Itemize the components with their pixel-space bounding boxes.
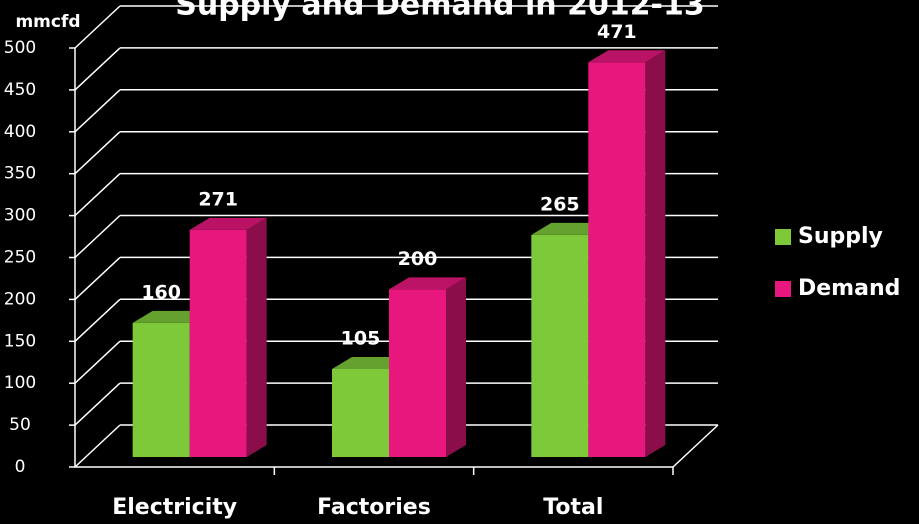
y-tick-label: 0 <box>15 457 26 477</box>
bar <box>189 229 247 457</box>
grid-line-wall <box>74 382 121 426</box>
value-label: 471 <box>597 21 637 43</box>
bar-top <box>588 50 666 63</box>
legend-label: Supply <box>798 224 883 249</box>
bar-side <box>645 50 666 457</box>
chart-title: Supply and Demand in 2012-13 <box>175 0 705 23</box>
value-label: 265 <box>540 193 580 215</box>
value-label: 160 <box>141 281 181 303</box>
floor-right <box>672 424 719 468</box>
value-label: 271 <box>198 188 238 210</box>
legend-label: Demand <box>798 276 900 301</box>
y-tick-label: 450 <box>4 80 36 100</box>
y-tick-label: 50 <box>9 415 31 435</box>
grid-line-wall <box>74 298 121 342</box>
y-axis-label: mmcfd <box>15 12 80 32</box>
x-tick-label: Factories <box>317 495 431 520</box>
y-tick-label: 300 <box>4 206 36 226</box>
bar-side <box>446 277 466 457</box>
grid-line-wall <box>74 173 121 217</box>
bar-top <box>389 277 466 290</box>
bar <box>332 369 389 457</box>
y-tick-label: 150 <box>4 331 36 351</box>
x-tick-label: Electricity <box>112 495 237 520</box>
legend-swatch <box>775 281 791 297</box>
bar <box>389 289 446 457</box>
y-tick-label: 200 <box>4 289 36 309</box>
grid-line-wall <box>74 89 121 133</box>
grid-line-wall <box>74 424 121 468</box>
x-tick-label: Total <box>543 495 603 520</box>
y-tick-label: 250 <box>4 248 36 268</box>
grid-line-wall <box>74 340 121 384</box>
grid-line-wall <box>74 5 121 49</box>
legend-swatch <box>775 229 791 245</box>
bar <box>588 62 646 457</box>
grid-line-wall <box>74 47 121 91</box>
y-tick-label: 350 <box>4 164 36 184</box>
grid-line-wall <box>74 214 121 259</box>
grid-line-wall <box>74 256 121 300</box>
y-tick-label: 400 <box>4 122 36 142</box>
bar <box>531 234 589 457</box>
bar <box>132 322 190 457</box>
value-label: 105 <box>341 328 381 350</box>
value-label: 200 <box>398 248 438 270</box>
bar-side <box>246 217 267 457</box>
y-tick-label: 500 <box>4 38 36 58</box>
grid-line-wall <box>74 131 121 175</box>
bar-top <box>189 217 267 230</box>
y-tick-label: 100 <box>4 373 36 393</box>
